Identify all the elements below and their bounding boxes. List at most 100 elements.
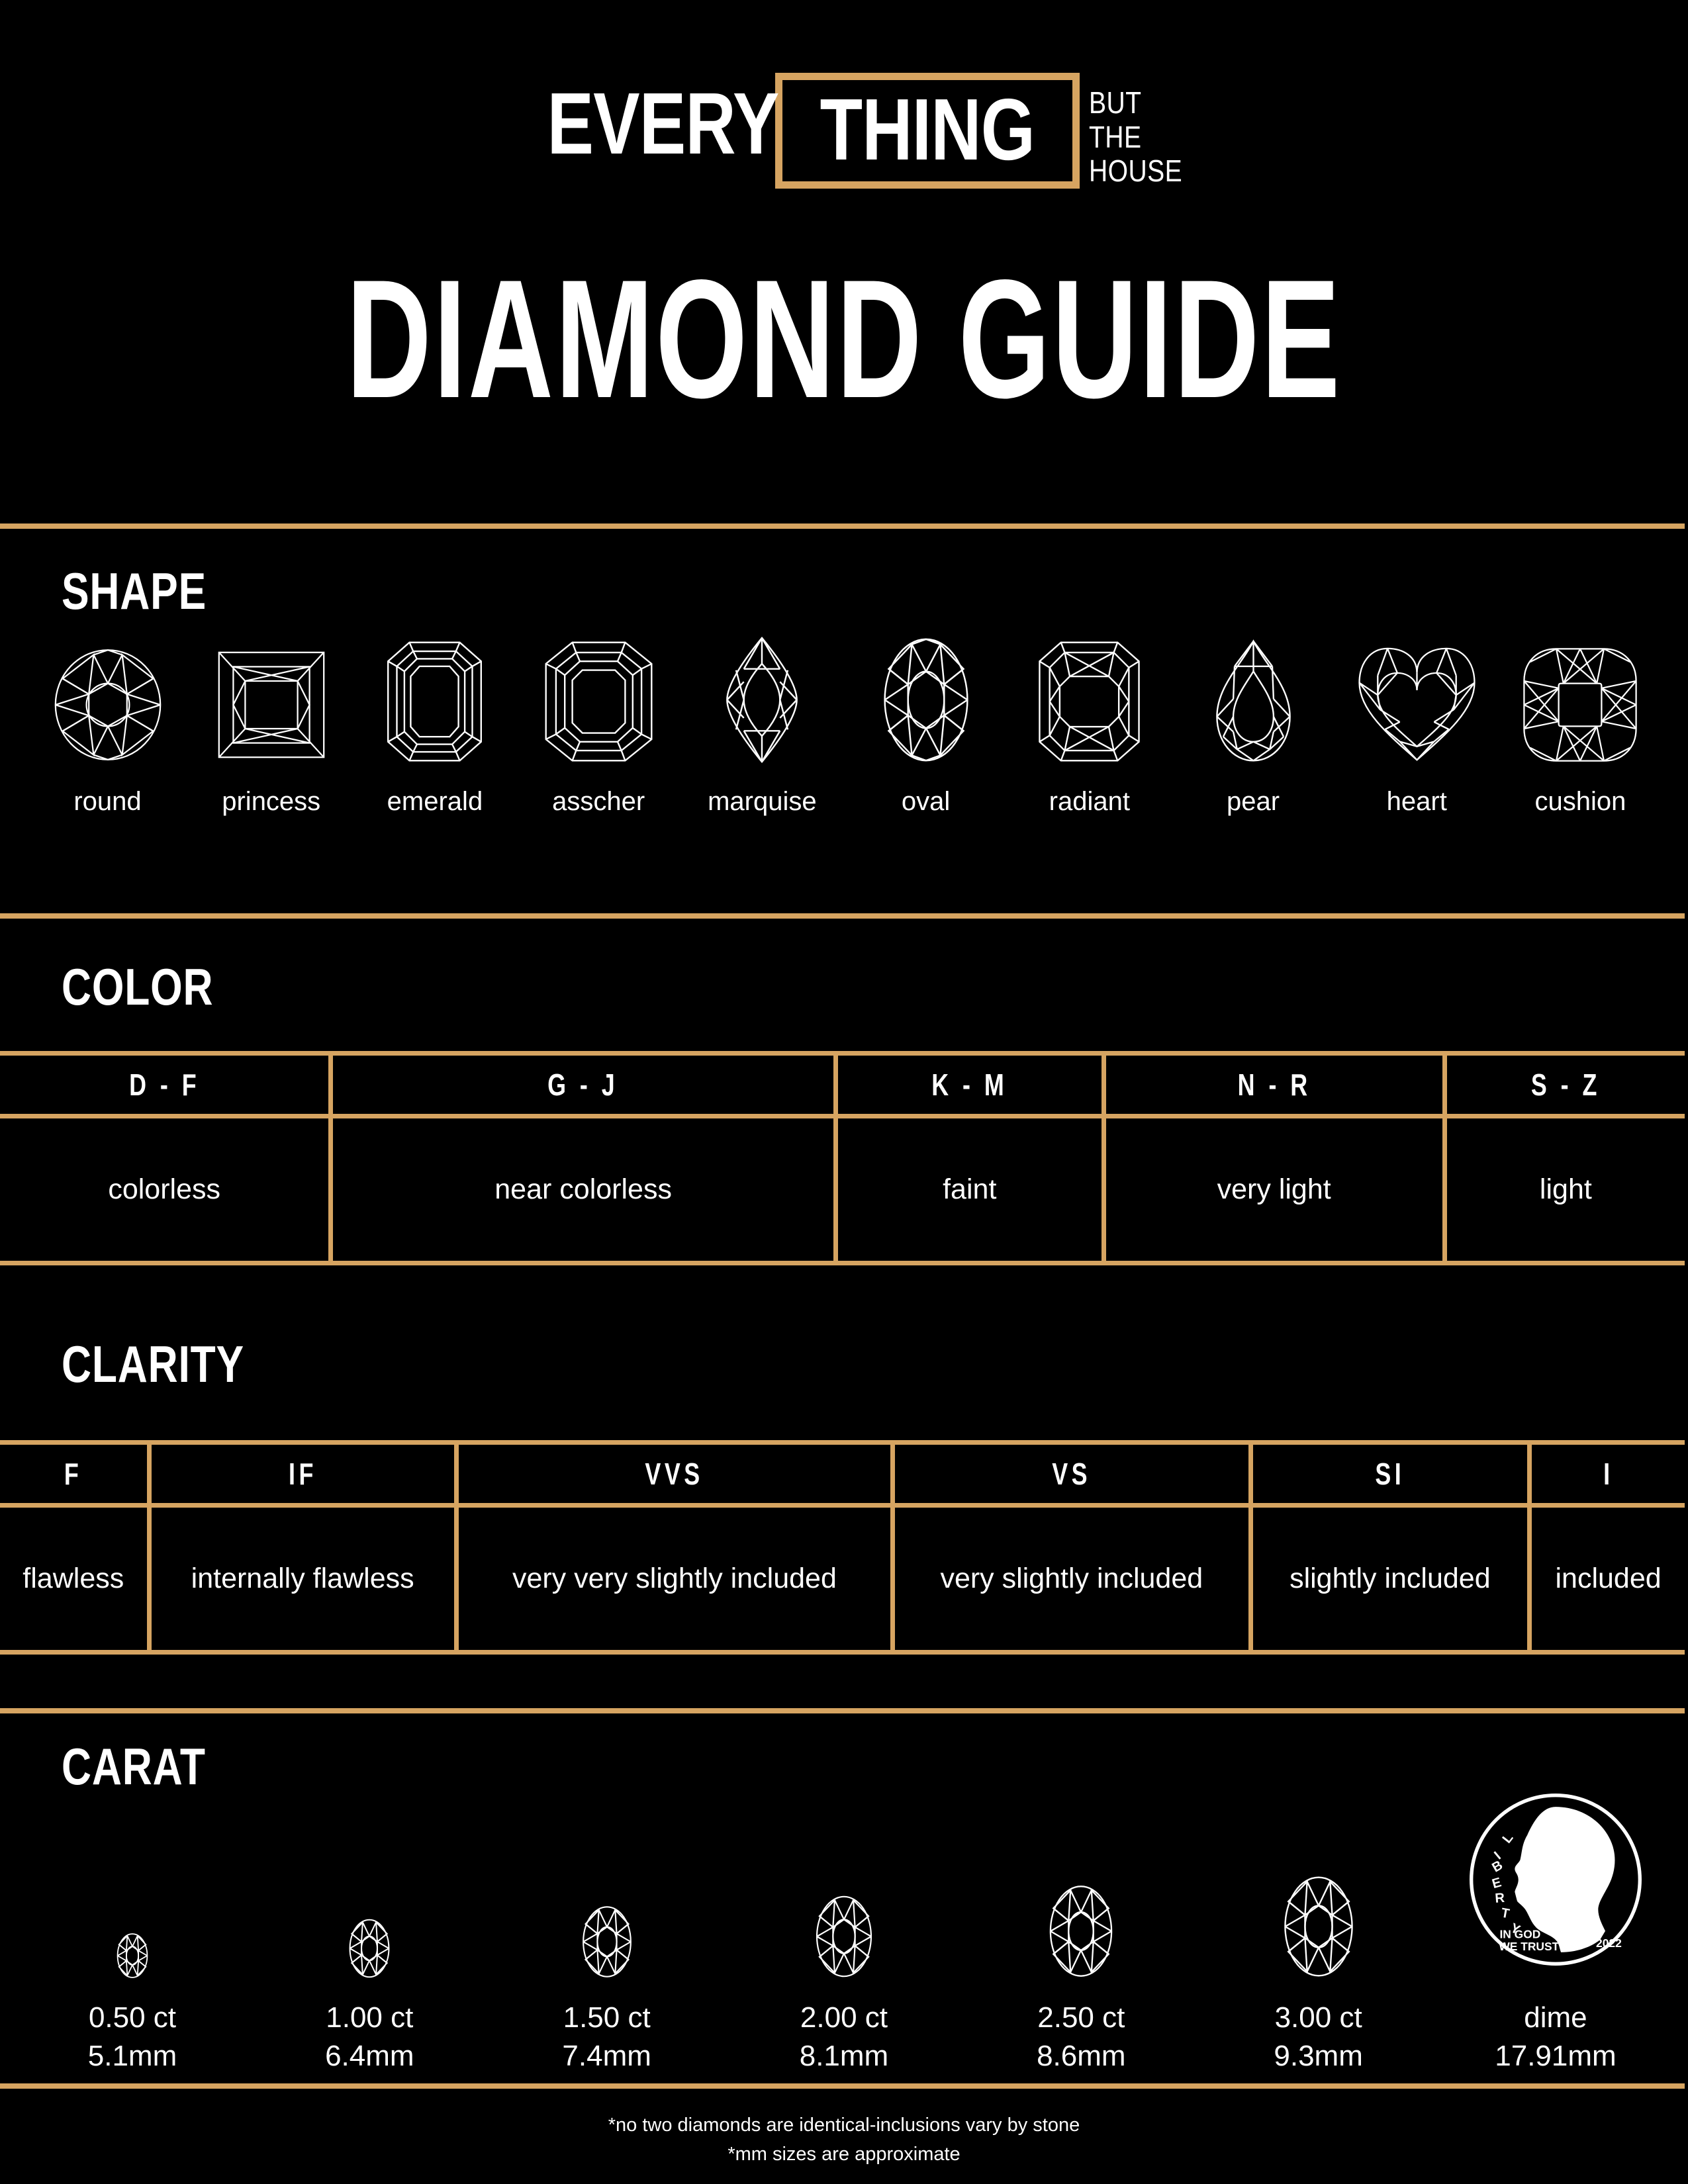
shape-label: asscher (552, 787, 645, 816)
round-diamond-icon (816, 1895, 872, 1978)
clarity-grade-cell: SI (1248, 1440, 1532, 1508)
page-title: DIAMOND GUIDE (346, 245, 1342, 433)
carat-item-100[interactable]: 1.00 ct 6.4mm (270, 1780, 469, 2075)
carat-size: 5.1mm (87, 2040, 177, 2073)
section-heading-shape: SHAPE (62, 562, 207, 620)
color-grade-table: D - F G - J K - M N - R S - Z colorless … (0, 1051, 1685, 1265)
section-heading-clarity: CLARITY (62, 1335, 244, 1393)
shape-label: pear (1227, 787, 1280, 816)
divider-above-color (0, 913, 1685, 919)
shape-icon-row: round princess emerald (33, 635, 1655, 815)
clarity-description-cell: internally flawless (146, 1505, 459, 1655)
shape-item-pear[interactable]: pear (1179, 639, 1328, 815)
carat-item-150[interactable]: 1.50 ct 7.4mm (508, 1780, 706, 2075)
carat-item-200[interactable]: 2.00 ct 8.1mm (745, 1780, 943, 2075)
shape-item-princess[interactable]: princess (197, 645, 346, 815)
color-description-cell: faint (833, 1116, 1106, 1265)
shape-label: princess (222, 787, 321, 816)
shape-item-asscher[interactable]: asscher (524, 639, 673, 815)
shape-item-heart[interactable]: heart (1342, 645, 1491, 815)
round-diamond-icon (54, 649, 161, 760)
logo-accent-box: THING (774, 73, 1080, 189)
clarity-table-body-row: flawless internally flawless very very s… (0, 1505, 1685, 1655)
footer-line-2: *mm sizes are approximate (727, 2143, 961, 2165)
clarity-description-cell: included (1527, 1505, 1685, 1655)
carat-label: 2.50 ct 8.6mm (1037, 1999, 1125, 2075)
asscher-diamond-icon (545, 641, 653, 762)
carat-weight: dime (1524, 2001, 1587, 2034)
dime-year: 2022 (1596, 1936, 1622, 1950)
round-diamond-icon (1284, 1876, 1353, 1977)
carat-size: 7.4mm (562, 2040, 651, 2073)
shape-label: radiant (1049, 787, 1130, 816)
divider-above-carat (0, 1708, 1685, 1713)
carat-item-300[interactable]: 3.00 ct 9.3mm (1219, 1780, 1418, 2075)
footer-line-1: *no two diamonds are identical-inclusion… (608, 2115, 1080, 2136)
carat-item-050[interactable]: 0.50 ct 5.1mm (33, 1780, 232, 2075)
shape-label: heart (1386, 787, 1447, 816)
clarity-table-header-row: F IF VVS VS SI I (0, 1440, 1685, 1508)
clarity-description-cell: very very slightly included (453, 1505, 896, 1655)
section-heading-color: COLOR (62, 958, 214, 1016)
carat-label: dime 17.91mm (1495, 1999, 1616, 2075)
emerald-diamond-icon (387, 641, 483, 762)
color-grade-cell: K - M (833, 1051, 1106, 1118)
shape-label: cushion (1534, 787, 1626, 816)
carat-weight: 2.50 ct (1037, 2001, 1125, 2034)
carat-label: 1.00 ct 6.4mm (325, 1999, 414, 2075)
carat-size: 6.4mm (325, 2040, 414, 2073)
clarity-grade-cell: VVS (453, 1440, 896, 1508)
dime-coin-icon: L I B E R T Y IN GOD WE TRUST 2022 (1469, 1794, 1642, 1966)
carat-label: 1.50 ct 7.4mm (562, 1999, 651, 2075)
logo-tagline-line-3: HOUSE (1088, 154, 1182, 189)
round-diamond-icon (117, 1933, 148, 1978)
shape-item-radiant[interactable]: radiant (1015, 639, 1164, 815)
shape-label: round (73, 787, 142, 816)
shape-item-cushion[interactable]: cushion (1506, 645, 1655, 815)
color-description-cell: light (1442, 1116, 1685, 1265)
shape-item-marquise[interactable]: marquise (688, 635, 837, 815)
color-description-cell: very light (1101, 1116, 1447, 1265)
clarity-grade-cell: VS (890, 1440, 1253, 1508)
marquise-diamond-icon (726, 636, 798, 764)
svg-text:R: R (1495, 1891, 1506, 1906)
carat-size: 8.1mm (799, 2040, 889, 2073)
carat-label: 3.00 ct 9.3mm (1274, 1999, 1362, 2075)
shape-label: marquise (708, 787, 817, 816)
carat-weight: 3.00 ct (1274, 2001, 1362, 2034)
clarity-grade-table: F IF VVS VS SI I flawless internally fla… (0, 1440, 1685, 1655)
svg-text:L: L (1500, 1830, 1517, 1846)
shape-item-oval[interactable]: oval (851, 635, 1000, 815)
logo-tagline-line-1: BUT (1088, 85, 1142, 120)
clarity-grade-cell: I (1527, 1440, 1685, 1508)
color-description-cell: near colorless (328, 1116, 838, 1265)
cushion-diamond-icon (1523, 648, 1638, 762)
round-diamond-icon (349, 1919, 390, 1978)
dime-motto-line-1: IN GOD (1499, 1927, 1540, 1940)
clarity-description-cell: flawless (0, 1505, 152, 1655)
color-table-body-row: colorless near colorless faint very ligh… (0, 1116, 1685, 1265)
logo-tagline: BUT THE HOUSE (1089, 73, 1182, 189)
carat-weight: 2.00 ct (800, 2001, 888, 2034)
color-table-header-row: D - F G - J K - M N - R S - Z (0, 1051, 1685, 1118)
color-description-cell: colorless (0, 1116, 334, 1265)
shape-item-round[interactable]: round (33, 645, 182, 815)
oval-diamond-icon (883, 638, 968, 762)
clarity-description-cell: very slightly included (890, 1505, 1253, 1655)
dime-motto-line-2: WE TRUST (1499, 1940, 1559, 1953)
carat-label: 0.50 ct 5.1mm (88, 1999, 177, 2075)
carat-size: 17.91mm (1495, 2040, 1617, 2073)
carat-item-250[interactable]: 2.50 ct 8.6mm (982, 1780, 1180, 2075)
clarity-description-cell: slightly included (1248, 1505, 1532, 1655)
carat-label: 2.00 ct 8.1mm (800, 1999, 888, 2075)
carat-size-row: 0.50 ct 5.1mm 1.00 ct 6.4mm (33, 1780, 1655, 2075)
carat-weight: 1.50 ct (563, 2001, 651, 2034)
carat-item-dime[interactable]: L I B E R T Y IN GOD WE TRUST 2022 (1456, 1780, 1655, 2075)
svg-text:E: E (1490, 1875, 1503, 1891)
carat-size: 9.3mm (1274, 2040, 1363, 2073)
shape-item-emerald[interactable]: emerald (360, 639, 509, 815)
divider-above-shape (0, 523, 1685, 529)
round-diamond-icon (582, 1906, 632, 1978)
color-grade-cell: D - F (0, 1051, 334, 1118)
